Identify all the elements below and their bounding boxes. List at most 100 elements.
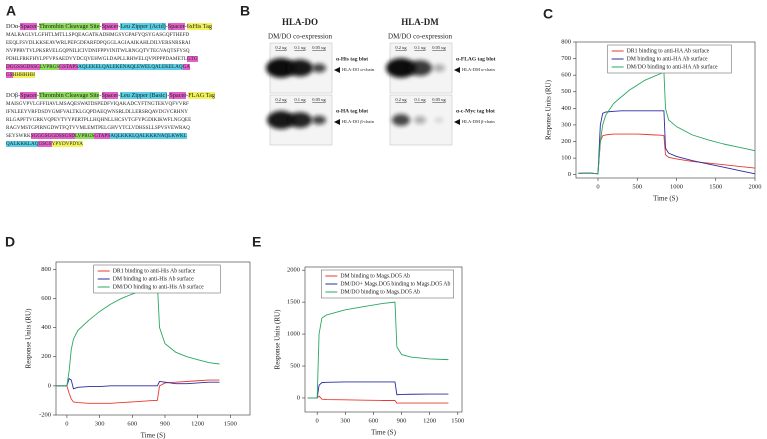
- header-segment: Spacer: [20, 23, 37, 30]
- sequence-segment: LVPRGS: [39, 64, 60, 70]
- arrow: [454, 67, 460, 73]
- blot-band: [266, 58, 296, 78]
- sequence-line: SEYSWRKSGGGSGGDSSGSDLVPRGSGTAPSAQLKKKLQA…: [6, 132, 242, 140]
- sequence-segment: IFNLEEYVRFDSDVGMFVALTKLGQPDAEQWNSRLDLLER…: [6, 109, 188, 115]
- lane-label: 0.05 ug: [432, 45, 446, 50]
- series-line: [578, 71, 756, 175]
- series-line: [56, 283, 220, 387]
- legend-label: DR1 binding to anti-HA Ab surface: [627, 47, 710, 54]
- y-tick-label: 200: [41, 353, 51, 360]
- lane-label: 0.1 ug: [294, 97, 306, 102]
- sequence-segment: YPYDVPDYA: [51, 141, 83, 147]
- header-segment: -: [186, 92, 188, 99]
- header-segment: DOα-: [6, 23, 21, 30]
- sequence-line: QALKKKLAQGSGSYPYDVPDYA: [6, 140, 242, 148]
- header-segment: Spacer: [167, 23, 185, 30]
- sequence-segment: EEQLFSVDLKKSEAVWRLPEFGDFARFDPQGGLAGIAAIK…: [6, 40, 191, 46]
- lane-label: 0.1 ug: [414, 97, 426, 102]
- sequence-segment: HHHHHH: [12, 72, 35, 78]
- y-tick-label: 800: [561, 38, 571, 45]
- sequence-line: IFNLEEYVRFDSDVGMFVALTKLGQPDAEQWNSRLDLLER…: [6, 108, 242, 116]
- y-tick-label: 0: [48, 382, 51, 389]
- series-line: [307, 395, 449, 404]
- lane-label: 0.2 ug: [275, 97, 287, 102]
- sequence-line: DGGSSGDSSGLVPRGSGSTAPSAQLEKELQALEKENAQLE…: [6, 63, 242, 71]
- blot-subtitle: DM/DO co-expression: [268, 33, 332, 41]
- sequence-line: GSHHHHHH: [6, 71, 242, 79]
- header-segment: -: [36, 23, 40, 30]
- x-tick-label: 0: [596, 183, 599, 190]
- x-axis-label: Time (S): [371, 429, 397, 437]
- header-segment: -: [99, 23, 102, 30]
- y-tick-label: 0: [297, 394, 300, 401]
- x-tick-label: 0: [316, 417, 319, 424]
- legend-label: DM binding to anti-HA Ab surface: [627, 55, 708, 62]
- lane-label: 0.05 ug: [312, 45, 326, 50]
- sequence-line: MALRAGLVLGFHTLMTLLSPQEAGATKADHMGSYGPAFYQ…: [6, 31, 242, 39]
- sequence-line: RAGVMSTGPIRNGDWTFQTVVMLEMTPELGHVYTCLVDHS…: [6, 124, 242, 132]
- y-tick-label: 0: [568, 171, 571, 178]
- blot-title: HLA-DM: [401, 17, 439, 27]
- header-segment: 6xHis Tag: [186, 23, 212, 30]
- lane-label: 0.2 ug: [395, 97, 407, 102]
- panel-label: B: [240, 3, 250, 19]
- y-tick-label: 100: [561, 155, 571, 162]
- lane-label: 0.05 ug: [312, 97, 326, 102]
- legend-label: DM binding to anti-His Ab surface: [113, 275, 194, 282]
- legend-box: [607, 44, 732, 74]
- header-segment: FLAG Tag: [188, 92, 215, 99]
- header-segment: Spacer: [169, 92, 187, 99]
- arrow: [454, 119, 460, 125]
- series-line: [307, 381, 449, 399]
- antibody-label: α-FLAG tag blot: [456, 56, 496, 62]
- spacer: [6, 79, 242, 91]
- arrow: [334, 67, 340, 73]
- legend-box: [93, 264, 221, 294]
- x-axis-label: Time (S): [653, 195, 679, 203]
- y-tick-label: 500: [561, 88, 571, 95]
- plot-frame: [304, 266, 463, 413]
- sequence-segment: QALKKKLAQ: [6, 141, 39, 147]
- blot-band: [433, 64, 445, 72]
- header-segment: -: [118, 23, 120, 30]
- x-tick-label: 300: [95, 420, 105, 427]
- sequence-segment: SGGGSGGDSSGSD: [30, 133, 75, 139]
- sequence-segment: MAISGVPVLGFFIIAVLMSAQESWATDSPEDFVIQAKADC…: [6, 101, 189, 107]
- sequence-segment: GA: [182, 64, 191, 70]
- legend-label: DM binding to Mags.DO5 Ab: [340, 273, 410, 279]
- series-line: [56, 378, 220, 390]
- sequence-line: MAISGVPVLGFFIIAVLMSAQESWATDSPEDFVIQAKADC…: [6, 100, 242, 108]
- y-tick-label: 2000: [287, 267, 300, 274]
- y-tick-label: -200: [39, 411, 51, 418]
- sequence-line: NVPPRVTVLPKSRVELGQPNILICIVDNIFPPVINITWLR…: [6, 47, 242, 55]
- header-segment: -: [99, 92, 102, 99]
- legend-label: DM/DO+ Mags.DO5 binding to Mags.DO5 Ab: [340, 281, 450, 287]
- x-tick-label: 0: [65, 420, 68, 427]
- y-tick-label: 800: [41, 266, 51, 273]
- header-segment: Spacer: [101, 23, 119, 30]
- blot-band: [267, 110, 295, 130]
- antibody-label: α-HA tag blot: [336, 108, 368, 114]
- sequence-segment: SEYSWRK: [6, 133, 31, 139]
- legend-label: DM/DO binding to Mags.DO5 Ab: [340, 289, 420, 295]
- sequence-segment: LVPRGS: [74, 133, 95, 139]
- x-tick-label: 900: [397, 417, 407, 424]
- x-tick-label: 500: [632, 183, 642, 190]
- plot-frame: [575, 41, 756, 179]
- y-tick-label: 500: [290, 362, 300, 369]
- x-tick-label: 1500: [224, 420, 237, 427]
- sequence-segment: MALRAGLVLGFHTLMTLLSPQEAGATKADHMGSYGPAFYQ…: [6, 32, 190, 38]
- panel-label: E: [252, 234, 261, 250]
- sequence-segment: RAGVMSTGPIRNGDWTFQTVVMLEMTPELGHVYTCLVDHS…: [6, 125, 190, 131]
- series-line: [578, 110, 756, 175]
- sequence-segment: GSTAPS: [59, 64, 79, 70]
- y-tick-label: 1000: [287, 331, 300, 338]
- arrow: [334, 119, 340, 125]
- blot-band: [392, 114, 410, 126]
- sequence-segment: DGGSSGDSSG: [6, 64, 40, 70]
- header-segment: Leu Zipper (Basic): [120, 92, 168, 99]
- header-segment: -: [118, 92, 120, 99]
- lane-label: 0.1 ug: [294, 45, 306, 50]
